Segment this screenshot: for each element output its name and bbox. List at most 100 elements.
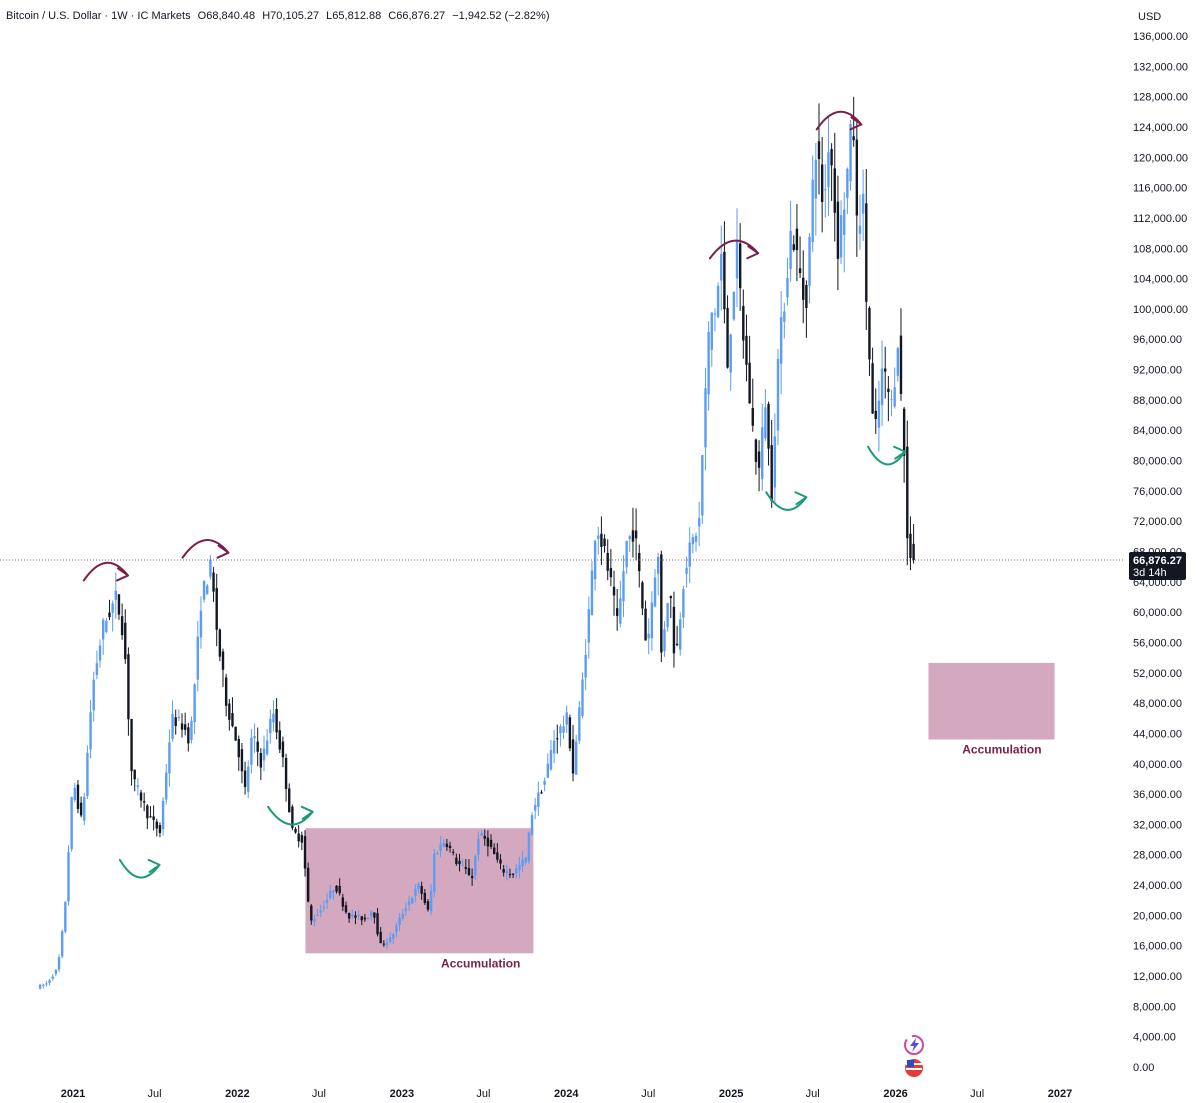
candle-body xyxy=(480,833,483,836)
x-tick-label: 2027 xyxy=(1048,1088,1072,1100)
candle-body xyxy=(114,590,117,600)
candle-body xyxy=(802,277,805,300)
time-axis[interactable]: 2021 Jul 2022 Jul 2023 Jul 2024 Jul 2025 Jul 2026 J… xyxy=(61,1088,1072,1100)
candle-body xyxy=(619,598,622,624)
candle-body xyxy=(713,313,717,315)
arrow-head xyxy=(849,116,863,131)
price-change: −1,942.52 (−2.82%) xyxy=(452,10,550,22)
x-tick-label: 2021 xyxy=(61,1088,85,1100)
price-badge-bg xyxy=(1129,552,1186,581)
candle-body xyxy=(111,603,114,613)
candle-body xyxy=(73,787,77,800)
us-flag-icon[interactable] xyxy=(905,1059,923,1077)
candle-body xyxy=(187,727,190,744)
curved-arrow-down xyxy=(815,110,862,131)
x-tick-label: Jul xyxy=(970,1088,984,1100)
candle-body xyxy=(792,244,795,250)
candle-body xyxy=(310,905,313,921)
candle-body xyxy=(735,239,739,279)
corner-icons[interactable] xyxy=(904,1035,924,1077)
ohlc-high: H70,105.27 xyxy=(262,10,320,22)
curved-arrow-up xyxy=(867,445,906,466)
y-tick-label: 12,000.00 xyxy=(1133,971,1182,983)
candle-body xyxy=(429,890,433,911)
candle-body xyxy=(704,388,707,448)
candle-body xyxy=(906,446,909,539)
candle-body xyxy=(48,980,51,983)
candle-body xyxy=(533,805,537,811)
candle-body xyxy=(98,645,102,661)
candle-body xyxy=(836,201,840,259)
y-tick-label: 48,000.00 xyxy=(1133,698,1182,710)
y-tick-label: 96,000.00 xyxy=(1133,334,1182,346)
y-tick-label: 92,000.00 xyxy=(1133,365,1182,377)
candle-body xyxy=(228,703,231,720)
lightning-spark-icon[interactable] xyxy=(904,1035,924,1055)
y-tick-label: 60,000.00 xyxy=(1133,607,1182,619)
candle-body xyxy=(149,816,152,818)
candle-body xyxy=(243,770,247,788)
candle-body xyxy=(67,852,70,902)
candle-body xyxy=(262,748,266,761)
candle-body xyxy=(423,892,427,904)
candle-body xyxy=(240,749,244,772)
candle-body xyxy=(183,724,187,730)
x-tick-label: Jul xyxy=(476,1088,490,1100)
candle-body xyxy=(464,867,468,869)
candle-body xyxy=(215,588,218,630)
candle-body xyxy=(354,915,357,918)
candle-body xyxy=(710,312,713,350)
candle-body xyxy=(868,307,871,360)
candle-body xyxy=(278,730,281,750)
candle-body xyxy=(552,740,556,754)
candle-body xyxy=(83,796,86,821)
x-tick-label: 2025 xyxy=(719,1088,743,1100)
candle-body xyxy=(597,535,600,539)
candle-body xyxy=(347,913,351,919)
candle-body xyxy=(436,852,439,854)
candle-body xyxy=(568,717,572,749)
x-tick-label: 2022 xyxy=(225,1088,249,1100)
candle-body xyxy=(877,400,881,428)
candle-body xyxy=(887,388,890,393)
candle-body xyxy=(401,913,404,919)
currency-label[interactable]: USD xyxy=(1138,11,1162,23)
candle-body xyxy=(341,897,345,907)
candle-body xyxy=(442,842,445,847)
candle-body xyxy=(729,334,732,373)
candle-body xyxy=(742,305,745,341)
symbol-title[interactable]: Bitcoin / U.S. Dollar · 1W · IC Markets xyxy=(6,10,191,22)
candle-body xyxy=(565,712,568,725)
price-axis[interactable]: 136,000.00 132,000.00 128,000.00 124,000.00… xyxy=(1133,31,1188,1074)
candle-body xyxy=(776,359,780,431)
candle-body xyxy=(663,629,666,652)
candle-body xyxy=(64,901,67,932)
candle-body xyxy=(795,228,799,251)
candle-body xyxy=(433,853,436,893)
candle-body xyxy=(814,159,818,199)
y-tick-label: 0.00 xyxy=(1133,1062,1154,1074)
candle-body xyxy=(656,556,660,574)
candle-body xyxy=(833,168,836,213)
candle-body xyxy=(546,763,550,778)
candle-body xyxy=(455,857,458,864)
candle-body xyxy=(584,654,587,678)
candle-body xyxy=(133,769,136,780)
candle-body xyxy=(855,139,859,216)
arrow-head xyxy=(147,858,161,873)
candle-body xyxy=(351,914,354,916)
annotations-layer xyxy=(82,110,907,879)
candle-body xyxy=(414,888,417,896)
candle-body xyxy=(256,741,259,752)
candle-body xyxy=(344,905,348,913)
arrow-head xyxy=(893,445,907,460)
candle-body xyxy=(275,709,278,733)
candle-body xyxy=(852,136,855,141)
x-tick-label: Jul xyxy=(312,1088,326,1100)
candle-body xyxy=(288,788,291,813)
y-tick-label: 120,000.00 xyxy=(1133,152,1188,164)
candle-body xyxy=(297,833,300,842)
y-tick-label: 124,000.00 xyxy=(1133,122,1188,134)
candle-body xyxy=(574,741,578,775)
